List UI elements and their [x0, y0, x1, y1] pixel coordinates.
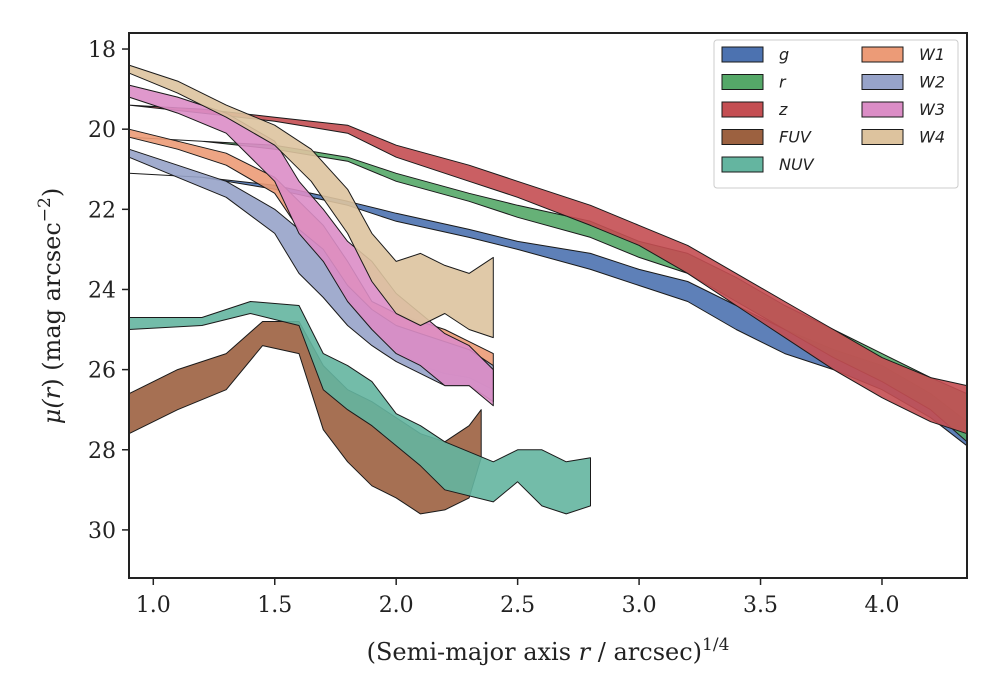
x-tick-label: 1.0	[136, 593, 171, 618]
legend: grz FUV NUV W1 W2 W3 W4	[713, 39, 959, 189]
x-tick-label: 3.5	[743, 593, 778, 618]
legend-swatch-w1	[861, 46, 904, 63]
x-tick-label: 4.0	[864, 593, 899, 618]
band-w4	[128, 64, 494, 339]
y-tick-label: 20	[88, 118, 116, 143]
legend-label-w2: W2	[919, 73, 945, 92]
x-tick-label: 2.5	[500, 593, 535, 618]
x-tick-label: 3.0	[622, 593, 657, 618]
legend-swatch-w3	[861, 101, 904, 118]
legend-swatch-r	[721, 74, 764, 90]
legend-swatch-fuv	[721, 129, 764, 145]
legend-label-g: g	[779, 45, 789, 64]
y-axis-title: μ(r) (mag arcsec−2)	[35, 188, 66, 425]
y-tick-label: 18	[88, 38, 116, 63]
legend-swatch-nuv	[721, 156, 764, 173]
legend-swatch-g	[721, 46, 764, 63]
band-nuv	[128, 301, 591, 515]
band-w3	[128, 84, 494, 407]
legend-label-nuv: NUV	[779, 155, 815, 174]
y-axis-ticks: 18 20 22 24 26 28 30	[88, 38, 129, 544]
y-tick-label: 26	[88, 359, 116, 384]
y-tick-label: 30	[88, 519, 116, 544]
surface-brightness-bands	[128, 64, 968, 515]
legend-swatch-w2	[861, 74, 904, 90]
legend-label-w4: W4	[919, 128, 945, 147]
plot-frame	[128, 32, 968, 579]
legend-label-r: r	[779, 73, 787, 92]
x-tick-label: 2.0	[379, 593, 414, 618]
x-axis-title: (Semi-major axis r / arcsec)1/4	[367, 635, 730, 666]
y-tick-label: 22	[88, 198, 116, 223]
legend-label-w1: W1	[919, 45, 945, 64]
y-tick-label: 28	[88, 439, 116, 464]
legend-label-fuv: FUV	[779, 128, 812, 147]
x-tick-label: 1.5	[257, 593, 292, 618]
legend-label-z: z	[778, 100, 788, 119]
y-tick-label: 24	[88, 278, 116, 303]
x-axis-ticks: 1.0 1.5 2.0 2.5 3.0 3.5 4.0	[136, 578, 899, 618]
legend-swatch-z	[721, 101, 764, 118]
legend-swatch-w4	[861, 129, 904, 145]
legend-label-w3: W3	[919, 100, 945, 119]
